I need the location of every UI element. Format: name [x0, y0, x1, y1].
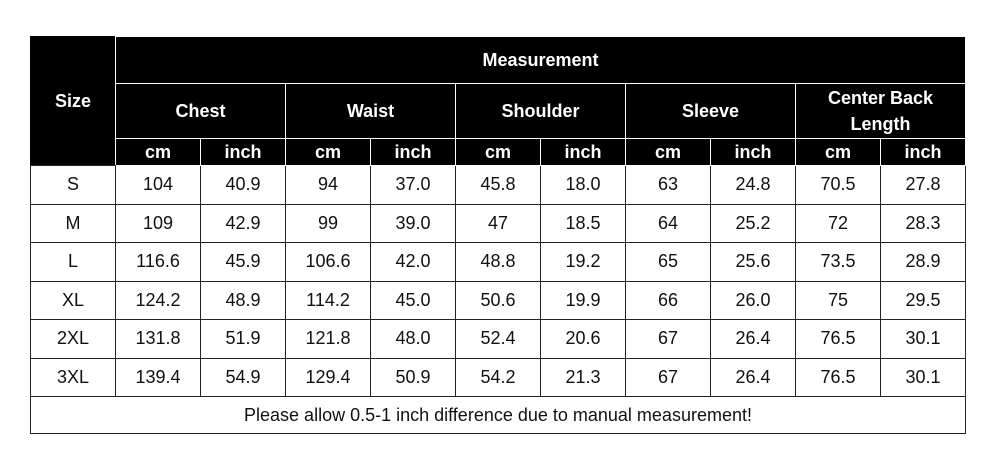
value-cell: 50.6 — [455, 280, 541, 320]
table-row: 2XL 131.8 51.9 121.8 48.0 52.4 20.6 67 26.4 76.5 3… — [30, 319, 967, 359]
value-cell: 131.8 — [115, 319, 201, 359]
value-cell: 45.0 — [370, 280, 456, 320]
value-cell: 24.8 — [710, 165, 796, 205]
size-cell: 2XL — [30, 319, 116, 359]
value-cell: 121.8 — [285, 319, 371, 359]
unit-header: cm — [455, 138, 541, 166]
value-cell: 52.4 — [455, 319, 541, 359]
value-cell: 18.0 — [540, 165, 626, 205]
value-cell: 54.2 — [455, 357, 541, 397]
unit-header: cm — [115, 138, 201, 166]
value-cell: 116.6 — [115, 242, 201, 282]
table-row: 3XL 139.4 54.9 129.4 50.9 54.2 21.3 67 26.4 76.5 3… — [30, 357, 967, 397]
unit-header: cm — [625, 138, 711, 166]
unit-header: inch — [370, 138, 456, 166]
value-cell: 25.2 — [710, 203, 796, 243]
value-cell: 129.4 — [285, 357, 371, 397]
value-cell: 109 — [115, 203, 201, 243]
unit-header: inch — [879, 138, 967, 166]
unit-header: cm — [285, 138, 371, 166]
value-cell: 106.6 — [285, 242, 371, 282]
value-cell: 42.9 — [200, 203, 286, 243]
value-cell: 20.6 — [540, 319, 626, 359]
table-row: L 116.6 45.9 106.6 42.0 48.8 19.2 65 25.6 73.5 28.… — [30, 242, 967, 282]
value-cell: 26.4 — [710, 319, 796, 359]
footer-note: Please allow 0.5-1 inch difference due t… — [29, 396, 967, 434]
value-cell: 73.5 — [795, 242, 881, 282]
value-cell: 76.5 — [795, 319, 881, 359]
unit-header: inch — [200, 138, 286, 166]
value-cell: 139.4 — [115, 357, 201, 397]
size-header: Size — [30, 36, 116, 166]
table-row: XL 124.2 48.9 114.2 45.0 50.6 19.9 66 26.0 75 29.5 — [30, 280, 967, 320]
table-row: cm inch cm inch cm inch cm inch cm inch — [31, 138, 967, 166]
value-cell: 45.8 — [455, 165, 541, 205]
value-cell: 21.3 — [540, 357, 626, 397]
value-cell: 66 — [625, 280, 711, 320]
value-cell: 25.6 — [710, 242, 796, 282]
value-cell: 99 — [285, 203, 371, 243]
value-cell: 50.9 — [370, 357, 456, 397]
value-cell: 63 — [625, 165, 711, 205]
table-row: M 109 42.9 99 39.0 47 18.5 64 25.2 72 28.3 — [30, 203, 967, 243]
unit-header: inch — [540, 138, 626, 166]
value-cell: 26.4 — [710, 357, 796, 397]
group-header: Sleeve — [625, 83, 796, 139]
unit-header: inch — [710, 138, 796, 166]
value-cell: 26.0 — [710, 280, 796, 320]
value-cell: 67 — [625, 357, 711, 397]
value-cell: 64 — [625, 203, 711, 243]
group-header: Center Back Length — [794, 83, 967, 139]
unit-header: cm — [795, 138, 881, 166]
size-cell: M — [30, 203, 116, 243]
value-cell: 18.5 — [540, 203, 626, 243]
group-header: Shoulder — [455, 83, 626, 139]
value-cell: 19.9 — [540, 280, 626, 320]
table-row: S 104 40.9 94 37.0 45.8 18.0 63 24.8 70.5 27.8 — [30, 165, 967, 205]
value-cell: 19.2 — [540, 242, 626, 282]
value-cell: 48.9 — [200, 280, 286, 320]
group-header: Waist — [285, 83, 456, 139]
value-cell: 124.2 — [115, 280, 201, 320]
value-cell: 48.8 — [455, 242, 541, 282]
measurement-header: Measurement — [114, 36, 967, 84]
size-cell: S — [30, 165, 116, 205]
value-cell: 76.5 — [795, 357, 881, 397]
value-cell: 104 — [115, 165, 201, 205]
value-cell: 72 — [795, 203, 881, 243]
table-row: Size Measurement — [30, 36, 967, 166]
value-cell: 65 — [625, 242, 711, 282]
value-cell: 47 — [455, 203, 541, 243]
value-cell: 45.9 — [200, 242, 286, 282]
value-cell: 114.2 — [285, 280, 371, 320]
value-cell: 70.5 — [795, 165, 881, 205]
size-cell: XL — [30, 280, 116, 320]
size-cell: L — [30, 242, 116, 282]
value-cell: 94 — [285, 165, 371, 205]
size-table: Size Measurement Chest Waist Shoulder Sleeve C… — [29, 36, 967, 434]
value-cell: 37.0 — [370, 165, 456, 205]
value-cell: 27.8 — [879, 165, 967, 205]
value-cell: 28.3 — [879, 203, 967, 243]
size-chart: Size Measurement Chest Waist Shoulder Sleeve C… — [29, 36, 967, 434]
value-cell: 42.0 — [370, 242, 456, 282]
value-cell: 30.1 — [879, 319, 967, 359]
table-row: Please allow 0.5-1 inch difference due t… — [29, 396, 967, 434]
value-cell: 40.9 — [200, 165, 286, 205]
value-cell: 39.0 — [370, 203, 456, 243]
value-cell: 29.5 — [879, 280, 967, 320]
value-cell: 30.1 — [879, 357, 967, 397]
table-row: Chest Waist Shoulder Sleeve Center Back Leng… — [31, 83, 967, 139]
value-cell: 54.9 — [200, 357, 286, 397]
value-cell: 75 — [795, 280, 881, 320]
value-cell: 48.0 — [370, 319, 456, 359]
value-cell: 28.9 — [879, 242, 967, 282]
group-header: Chest — [115, 83, 286, 139]
value-cell: 51.9 — [200, 319, 286, 359]
size-cell: 3XL — [30, 357, 116, 397]
value-cell: 67 — [625, 319, 711, 359]
